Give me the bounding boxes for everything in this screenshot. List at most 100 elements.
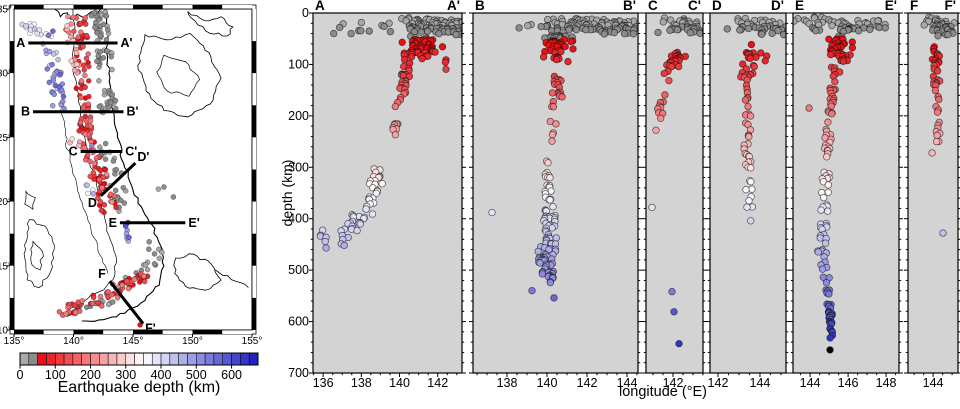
border-seg [43,5,74,9]
panel-points [316,14,471,252]
eq-dot [666,26,674,34]
eq-dot [69,136,75,142]
section-line-F [108,280,145,325]
eq-dot [65,13,71,20]
border-seg [252,265,256,298]
eq-dot [81,67,88,73]
eq-dot [86,93,92,100]
depth-tick-label: 600 [288,315,309,329]
map-contour-southwest-basin-1 [23,219,55,288]
colorbar-block [248,352,259,366]
eq-dot [548,89,557,97]
section-panel-B: 138 140 142 144 B B' [469,0,642,390]
eq-dot [102,156,109,162]
eq-dot [74,61,80,68]
section-line-label: D' [137,150,149,164]
eq-dot [46,79,53,86]
eq-dot [159,249,165,256]
eq-dot [828,110,836,118]
eq-dot [109,199,115,205]
eq-dot [652,126,660,134]
eq-dot [378,180,386,188]
eq-dot [745,133,753,141]
eq-dot [544,159,552,167]
eq-dot [82,72,88,79]
eq-dot [546,279,555,287]
eq-dot [822,279,831,287]
eq-dot [109,66,115,73]
eq-dot [73,85,80,92]
colorbar-tick-label: 500 [186,368,207,382]
section-line-D [99,161,137,197]
border-seg [10,233,14,266]
eq-dot [70,14,77,21]
eq-dot [823,153,831,161]
eq-dot [90,294,97,301]
border-seg [14,5,44,9]
border-seg [73,5,104,9]
eq-dot [824,181,832,189]
eq-dot [82,157,89,163]
x-tick-label: 138 [497,376,518,390]
x-tick-label: 142 [663,376,684,390]
panel-points [488,15,638,302]
eq-dot [758,30,766,38]
border-seg [252,105,256,138]
eq-dot [515,24,523,32]
eq-dot [431,48,439,56]
eq-dot [76,142,82,149]
border-seg [252,41,256,74]
border-seg [103,330,133,334]
panel-label-end: D' [771,0,784,13]
eq-dot [854,27,863,35]
border-seg [10,137,14,170]
eq-dot [146,246,152,252]
eq-dot [78,29,84,35]
border-seg [43,330,74,334]
eq-dot [161,184,167,190]
colorbar-block [81,352,91,366]
eq-dot [821,239,830,247]
border-seg [192,5,223,9]
eq-dot [750,62,758,71]
panel-label-end: B' [623,0,636,13]
section-line-label: F [98,267,106,281]
eq-dot [812,27,820,35]
eq-dot [119,282,126,288]
eq-dot [105,301,112,308]
eq-dot [546,196,554,204]
depth-tick-label: 100 [288,57,309,71]
eq-dot [146,239,152,245]
eq-dot [80,43,86,50]
sections-x-axis-title: longitude (°E) [618,384,708,400]
colorbar-block [99,352,109,366]
map-contour-east-bathymetry-2 [187,11,234,37]
eq-dot [391,131,400,139]
eq-dot [561,42,569,51]
eq-dot [89,300,96,307]
eq-dot [97,167,104,174]
eq-dot [696,29,703,37]
colorbar-block [134,352,144,366]
eq-dot [321,237,329,246]
eq-dot [97,49,103,55]
eq-dot [55,56,61,63]
depth-tick-label: 200 [288,109,309,123]
eq-dot [464,29,471,36]
eq-dot [87,173,93,180]
eq-dot [546,174,554,182]
eq-dot [824,118,832,126]
eq-dot [82,131,89,137]
border-seg [252,9,256,42]
eq-dot [933,67,942,75]
eq-dot [84,152,91,158]
eq-dot [72,302,78,308]
eq-dot [49,61,55,68]
eq-dot [104,26,111,33]
x-tick-label: 138 [351,376,372,390]
eq-dot [866,25,874,34]
border-seg [10,297,14,330]
eq-dot [151,251,158,257]
eq-dot [67,34,74,40]
colorbar-tick-label: 200 [80,368,101,382]
